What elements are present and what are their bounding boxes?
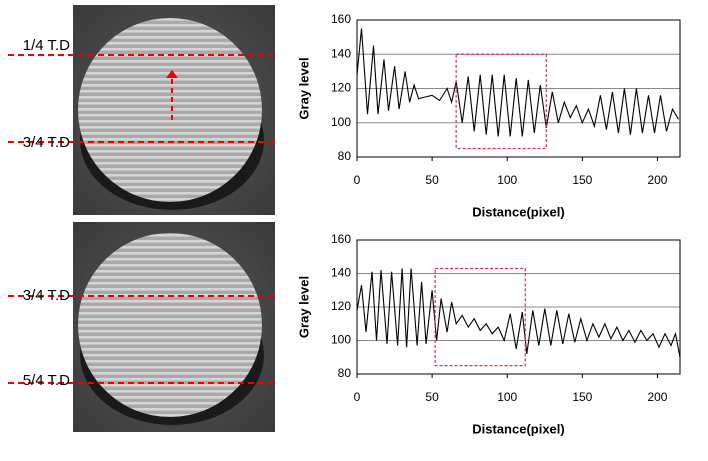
data-line bbox=[356, 28, 679, 137]
highlight-box bbox=[455, 53, 547, 150]
y-axis-label: Gray level bbox=[296, 57, 311, 119]
x-tick-label: 150 bbox=[572, 173, 592, 187]
x-tick-label: 0 bbox=[354, 173, 361, 187]
x-tick-label: 200 bbox=[647, 173, 667, 187]
y-tick-label: 140 bbox=[331, 46, 351, 60]
y-tick-label: 120 bbox=[331, 81, 351, 95]
plot-frame bbox=[356, 239, 681, 375]
y-tick-label: 160 bbox=[331, 12, 351, 26]
photo-label: 5/4 T.D bbox=[23, 372, 70, 389]
x-tick-label: 200 bbox=[647, 390, 667, 404]
x-tick-label: 50 bbox=[425, 173, 439, 187]
x-tick-label: 100 bbox=[497, 390, 517, 404]
data-line bbox=[356, 268, 681, 358]
x-axis-label: Distance(pixel) bbox=[472, 421, 564, 436]
x-tick-label: 0 bbox=[354, 390, 361, 404]
photo-label: 1/4 T.D bbox=[23, 37, 70, 54]
y-tick-label: 100 bbox=[331, 333, 351, 347]
x-tick-label: 150 bbox=[572, 390, 592, 404]
y-tick-label: 80 bbox=[338, 149, 352, 163]
highlight-box bbox=[434, 267, 526, 367]
photo: 3/4 T.D 5/4 T.D bbox=[8, 222, 275, 432]
photo-label: 3/4 T.D bbox=[23, 134, 70, 151]
y-tick-label: 100 bbox=[331, 115, 351, 129]
photo-label: 3/4 T.D bbox=[23, 287, 70, 304]
y-tick-label: 140 bbox=[331, 266, 351, 280]
plot-frame bbox=[356, 19, 681, 158]
y-tick-label: 160 bbox=[331, 232, 351, 246]
y-tick-label: 120 bbox=[331, 299, 351, 313]
photo: 1/4 T.D 3/4 T.D bbox=[8, 5, 275, 215]
x-axis-label: Distance(pixel) bbox=[472, 204, 564, 219]
x-tick-label: 50 bbox=[425, 390, 439, 404]
y-axis-label: Gray level bbox=[296, 276, 311, 338]
x-tick-label: 100 bbox=[497, 173, 517, 187]
y-tick-label: 80 bbox=[338, 366, 352, 380]
